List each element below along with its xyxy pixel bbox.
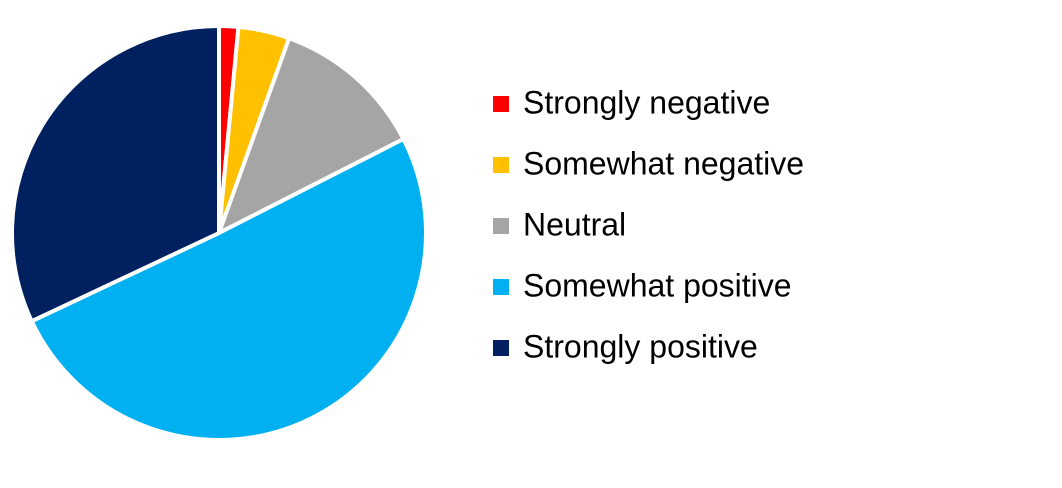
legend-swatch (493, 340, 509, 356)
legend-swatch (493, 96, 509, 112)
pie-slice (217, 36, 406, 235)
legend-swatch (493, 279, 509, 295)
legend-label: Strongly positive (523, 328, 758, 364)
legend-swatch (493, 157, 509, 173)
legend-label: Somewhat positive (523, 267, 792, 303)
legend-swatch (493, 218, 509, 234)
pie-slice (29, 137, 428, 442)
pie-slice (10, 24, 221, 324)
legend-label: Strongly negative (523, 84, 770, 120)
legend-label: Somewhat negative (523, 145, 804, 181)
legend-label: Neutral (523, 206, 626, 242)
